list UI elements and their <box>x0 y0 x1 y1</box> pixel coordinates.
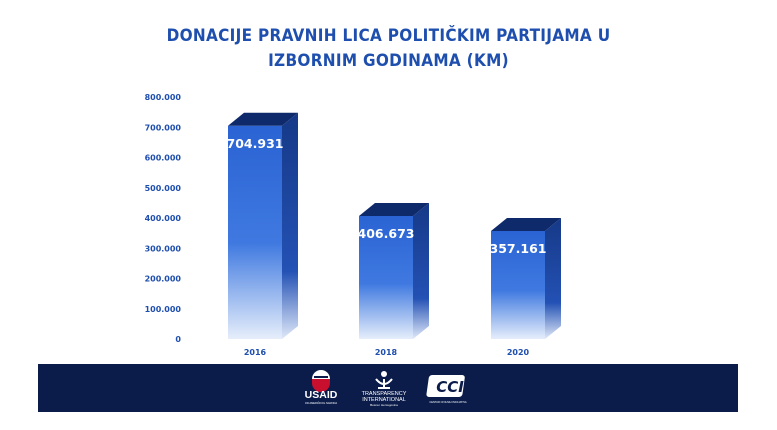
cci-wordmark-icon <box>426 375 465 397</box>
bar-value-label: 357.161 <box>490 241 547 256</box>
sponsor-footer: USAID OD AMERIČKOG NARODA TRANSPARENCY I… <box>38 364 738 412</box>
y-axis: 0 100.000 200.000 300.000 400.000 500.000 600.… <box>145 93 182 344</box>
usaid-wordmark: USAID <box>305 389 338 401</box>
cci-logo: CCI CENTAR CIVILNIH INICIJATIVA <box>426 375 467 404</box>
bar-side <box>545 217 561 339</box>
ti-wordmark-line-2: INTERNATIONAL <box>362 397 406 403</box>
x-tick-label: 2020 <box>507 348 530 357</box>
bar-2016: 704.931 <box>227 112 298 340</box>
bars: 704.931 406.673 357.161 <box>227 112 561 340</box>
bar-side <box>282 112 298 340</box>
usaid-seal-icon <box>312 370 330 392</box>
ti-figure-icon <box>375 371 393 389</box>
y-tick-label: 100.000 <box>145 305 182 314</box>
transparency-international-logo: TRANSPARENCY INTERNATIONAL Bosna i Herce… <box>362 371 407 407</box>
bar-front <box>359 215 413 339</box>
y-tick-label: 200.000 <box>145 275 182 284</box>
bar-top <box>228 112 298 126</box>
ti-tagline: Bosna i Hercegovina <box>370 403 398 407</box>
x-tick-label: 2018 <box>375 348 398 357</box>
y-tick-label: 400.000 <box>145 214 182 223</box>
bar-chart: 0 100.000 200.000 300.000 400.000 500.000 600.… <box>145 93 561 357</box>
chart-title-line-2: IZBORNIM GODINAMA (KM) <box>268 51 509 71</box>
bar-front <box>228 125 282 340</box>
y-tick-label: 600.000 <box>145 154 182 163</box>
x-tick-label: 2016 <box>244 348 267 357</box>
chart-title: DONACIJE PRAVNIH LICA POLITIČKIM PARTIJA… <box>0 24 777 74</box>
cci-wordmark: CCI <box>436 378 464 396</box>
bar-front <box>491 230 545 339</box>
ti-wordmark-line-1: TRANSPARENCY <box>362 391 407 397</box>
chart-title-line-1: DONACIJE PRAVNIH LICA POLITIČKIM PARTIJA… <box>166 26 611 46</box>
bar-side <box>413 202 429 339</box>
bar-value-label: 704.931 <box>227 136 284 151</box>
y-tick-label: 300.000 <box>145 244 182 253</box>
y-tick-label: 700.000 <box>145 123 182 132</box>
x-axis: 2016 2018 2020 <box>244 348 530 357</box>
bar-2020: 357.161 <box>490 217 561 339</box>
cci-tagline: CENTAR CIVILNIH INICIJATIVA <box>429 400 466 404</box>
usaid-logo: USAID OD AMERIČKOG NARODA <box>305 370 338 405</box>
y-tick-label: 500.000 <box>145 184 182 193</box>
bar-top <box>491 217 561 231</box>
bar-top <box>359 202 429 216</box>
usaid-tagline: OD AMERIČKOG NARODA <box>305 400 337 405</box>
y-tick-label: 0 <box>175 335 181 344</box>
bar-value-label: 406.673 <box>358 226 415 241</box>
y-tick-label: 800.000 <box>145 93 182 102</box>
bar-2018: 406.673 <box>358 202 429 339</box>
